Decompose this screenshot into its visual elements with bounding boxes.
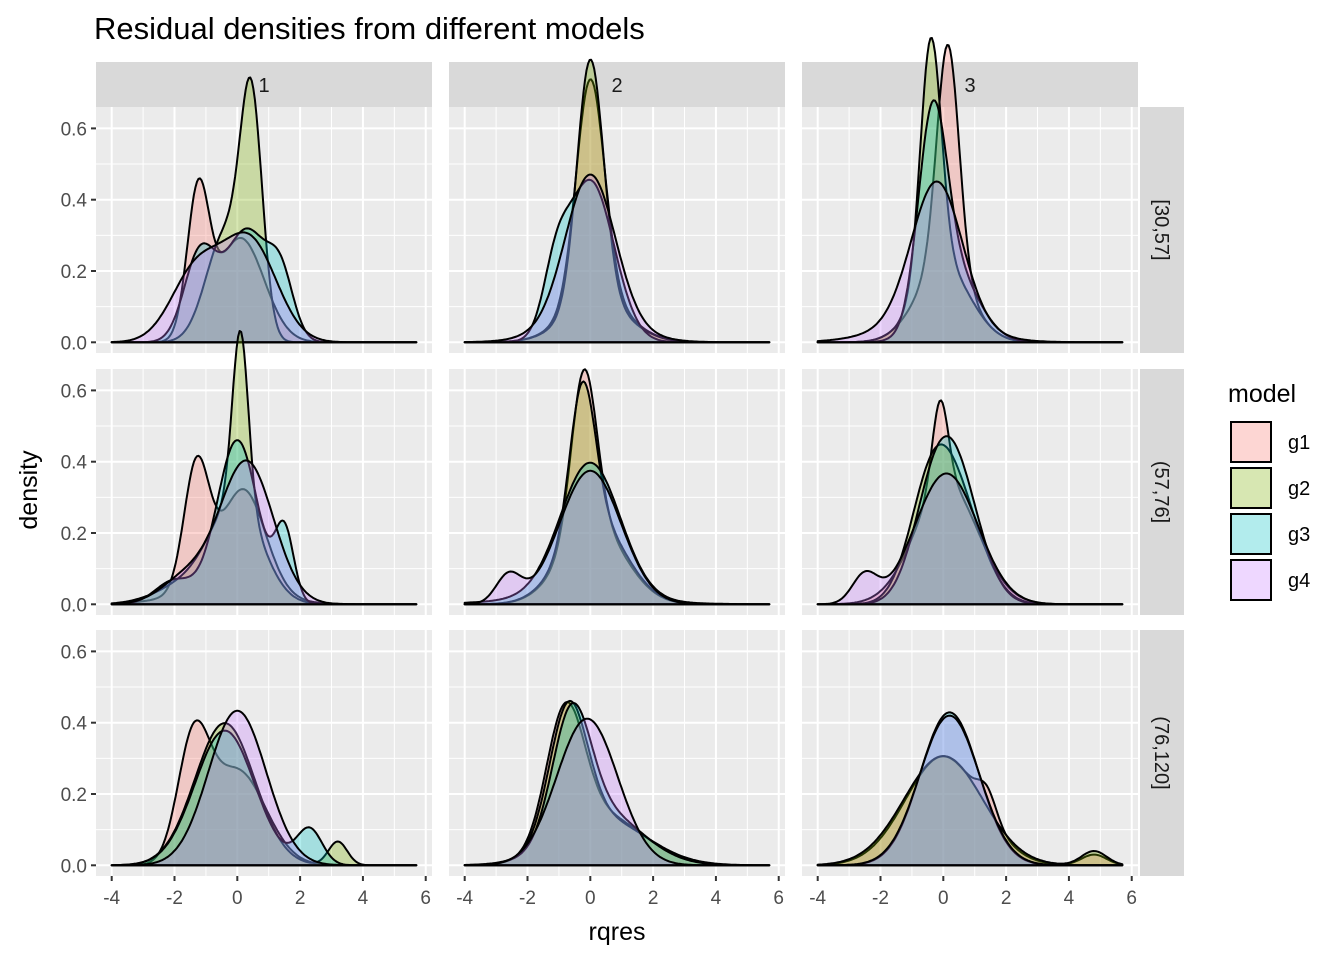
panel-r0-c0 bbox=[96, 76, 432, 353]
legend-label: g1 bbox=[1288, 432, 1310, 454]
x-tick-label: 2 bbox=[648, 888, 659, 909]
panel-background bbox=[449, 630, 785, 876]
panel-r0-c2 bbox=[802, 37, 1138, 353]
facet-strip-label: (76,120] bbox=[1150, 716, 1172, 789]
legend-key-bg bbox=[1230, 421, 1272, 463]
y-tick-label: 0.0 bbox=[61, 856, 87, 877]
legend-key-g2 bbox=[1230, 467, 1272, 509]
y-tick-label: 0.2 bbox=[61, 262, 87, 283]
x-tick-label: 4 bbox=[358, 888, 369, 909]
legend-label: g3 bbox=[1288, 524, 1310, 546]
x-tick-label: -4 bbox=[809, 888, 826, 909]
legend-title: model bbox=[1228, 380, 1296, 408]
density-g4 bbox=[463, 173, 771, 344]
x-tick-label: 0 bbox=[585, 888, 596, 909]
x-axis-title: rqres bbox=[589, 918, 646, 946]
legend-label: g4 bbox=[1288, 570, 1310, 592]
y-tick-label: 0.0 bbox=[61, 333, 87, 354]
x-tick-label: -2 bbox=[166, 888, 183, 909]
legend-key-g1 bbox=[1230, 421, 1272, 463]
legend: model g1 g2 g3 g4 bbox=[1228, 380, 1310, 601]
panel-background bbox=[802, 107, 1138, 353]
y-tick-label: 0.2 bbox=[61, 785, 87, 806]
legend-key-g3 bbox=[1230, 513, 1272, 555]
panel-r2-c1 bbox=[449, 630, 785, 876]
panel-r1-c2 bbox=[802, 369, 1138, 615]
facet-strip-row bbox=[1140, 107, 1184, 353]
facet-strip-col-2 bbox=[449, 62, 785, 107]
panel-r1-c0 bbox=[96, 330, 432, 615]
y-tick-label: 0.6 bbox=[61, 119, 87, 140]
density-g4 bbox=[816, 472, 1124, 606]
density-g4 bbox=[110, 459, 418, 606]
y-tick-label: 0.4 bbox=[61, 191, 88, 212]
facet-strip-col-1 bbox=[96, 62, 432, 107]
density-g4 bbox=[110, 709, 418, 867]
facet-strip-label: 3 bbox=[964, 75, 975, 97]
x-tick-label: -2 bbox=[872, 888, 889, 909]
facet-strip-label: [30,57] bbox=[1150, 199, 1172, 260]
panel-background bbox=[96, 107, 432, 353]
x-tick-label: 0 bbox=[938, 888, 949, 909]
y-axis-title: density bbox=[15, 450, 43, 530]
density-g4 bbox=[110, 231, 418, 344]
x-tick-label: 2 bbox=[1001, 888, 1012, 909]
x-tick-label: 6 bbox=[420, 888, 431, 909]
facet-strip-row bbox=[1140, 369, 1184, 615]
facet-strip-label: (57,76] bbox=[1150, 461, 1172, 523]
panel-r2-c2 bbox=[802, 630, 1138, 876]
x-tick-label: 4 bbox=[711, 888, 722, 909]
facet-strip-label: 1 bbox=[258, 75, 269, 97]
x-tick-label: 2 bbox=[295, 888, 306, 909]
chart-title: Residual densities from different models bbox=[94, 11, 645, 46]
panel-r1-c1 bbox=[449, 368, 785, 615]
panel-r0-c1 bbox=[449, 58, 785, 353]
x-tick-label: 6 bbox=[1126, 888, 1137, 909]
y-tick-label: 0.0 bbox=[61, 595, 87, 616]
y-tick-label: 0.6 bbox=[61, 381, 87, 402]
facet-strip-col-3 bbox=[802, 62, 1138, 107]
x-tick-label: -4 bbox=[103, 888, 120, 909]
panel-background bbox=[802, 630, 1138, 876]
x-tick-label: 6 bbox=[773, 888, 784, 909]
x-tick-label: 4 bbox=[1064, 888, 1075, 909]
legend-label: g2 bbox=[1288, 478, 1310, 500]
panel-background bbox=[96, 369, 432, 615]
y-tick-label: 0.4 bbox=[61, 714, 88, 735]
panel-background bbox=[449, 107, 785, 353]
y-tick-label: 0.2 bbox=[61, 524, 87, 545]
density-g4 bbox=[816, 714, 1124, 867]
density-g4 bbox=[463, 717, 771, 867]
facet-strip-label: 2 bbox=[611, 75, 622, 97]
panel-background bbox=[96, 630, 432, 876]
y-tick-label: 0.4 bbox=[61, 453, 88, 474]
legend-key-bg bbox=[1230, 559, 1272, 601]
legend-key-g4 bbox=[1230, 559, 1272, 601]
y-tick-label: 0.6 bbox=[61, 642, 87, 663]
density-g4 bbox=[463, 469, 771, 606]
legend-key-bg bbox=[1230, 467, 1272, 509]
facet-strip-row bbox=[1140, 630, 1184, 876]
panel-r2-c0 bbox=[96, 630, 432, 876]
x-tick-label: 0 bbox=[232, 888, 243, 909]
x-tick-label: -2 bbox=[519, 888, 536, 909]
facet-panels: 1 2 3 [30,57] (57,76] (76,120] 0.0 0.2 0.4 0.6 0.0… bbox=[61, 37, 1184, 909]
density-g4 bbox=[816, 180, 1124, 344]
panel-background bbox=[802, 369, 1138, 615]
legend-key-bg bbox=[1230, 513, 1272, 555]
x-tick-label: -4 bbox=[456, 888, 473, 909]
